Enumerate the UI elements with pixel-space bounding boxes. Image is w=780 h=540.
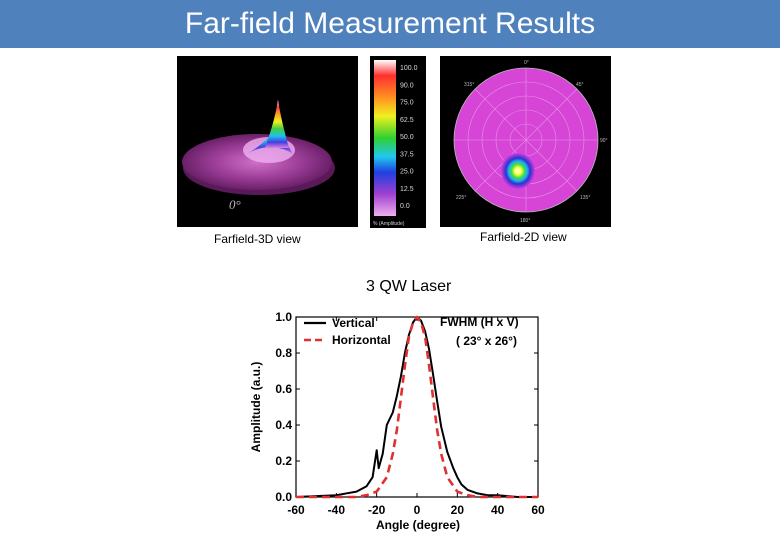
colorbar-label: 62.5 xyxy=(400,117,414,124)
x-tick-label: 20 xyxy=(451,503,465,517)
colorbar-label: 50.0 xyxy=(400,134,414,141)
colorbar-footer: % (Amplitude) xyxy=(373,221,405,227)
colorbar-label: 90.0 xyxy=(400,82,414,89)
y-axis-label: Amplitude (a.u.) xyxy=(249,362,263,453)
x-tick-label: -60 xyxy=(287,503,305,517)
view2d-caption: Farfield-2D view xyxy=(480,230,567,244)
colorbar-label: 12.5 xyxy=(400,186,414,193)
svg-text:225°: 225° xyxy=(456,195,466,201)
view3d-angle-label: 0° xyxy=(229,197,241,212)
colorbar-label: 25.0 xyxy=(400,169,414,176)
legend-label-vertical: Vertical xyxy=(332,316,375,330)
farfield-3d-image: 0° xyxy=(177,56,358,227)
x-tick-label: -40 xyxy=(328,503,346,517)
x-tick-label: 0 xyxy=(414,503,421,517)
colorbar: 100.0 90.0 75.0 62.5 50.0 37.5 25.0 12.5 0.0 % (… xyxy=(370,56,426,228)
colorbar-label: 100.0 xyxy=(400,65,418,72)
x-tick-label: 40 xyxy=(491,503,505,517)
svg-text:0°: 0° xyxy=(524,60,529,66)
svg-text:45°: 45° xyxy=(576,82,584,88)
colorbar-label: 37.5 xyxy=(400,151,414,158)
y-tick-label: 0.2 xyxy=(275,454,292,468)
y-tick-label: 0.6 xyxy=(275,382,292,396)
y-tick-label: 0.4 xyxy=(275,418,292,432)
svg-text:180°: 180° xyxy=(520,218,530,224)
view3d-caption: Farfield-3D view xyxy=(214,232,301,246)
y-tick-label: 0.8 xyxy=(275,346,292,360)
svg-text:135°: 135° xyxy=(580,195,590,201)
laser-label: 3 QW Laser xyxy=(366,278,452,295)
fwhm-annotation-line2: ( 23° x 26°) xyxy=(456,334,517,348)
colorbar-label: 0.0 xyxy=(400,203,410,210)
svg-text:315°: 315° xyxy=(464,82,474,88)
x-tick-label: -20 xyxy=(368,503,386,517)
y-tick-label: 1.0 xyxy=(275,310,292,324)
y-tick-label: 0.0 xyxy=(275,490,292,504)
svg-text:90°: 90° xyxy=(600,138,608,144)
farfield-2d-image: 0° 45° 90° 315° 225° 135° 180° xyxy=(440,56,611,227)
x-axis-label: Angle (degree) xyxy=(376,518,460,532)
series-line-horizontal xyxy=(296,315,538,499)
slide-title: Far-field Measurement Results xyxy=(0,0,780,48)
colorbar-labels: 100.0 90.0 75.0 62.5 50.0 37.5 25.0 12.5 0.0 xyxy=(400,65,418,210)
legend-label-horizontal: Horizontal xyxy=(332,333,391,347)
x-tick-label: 60 xyxy=(531,503,545,517)
farfield-line-chart: -60 -40 -20 0 20 40 60 0.0 0.2 0.4 0.6 0.8 1.0 Verti… xyxy=(249,310,545,532)
fwhm-annotation-line1: FWHM (H x V) xyxy=(440,315,519,329)
colorbar-label: 75.0 xyxy=(400,100,414,107)
